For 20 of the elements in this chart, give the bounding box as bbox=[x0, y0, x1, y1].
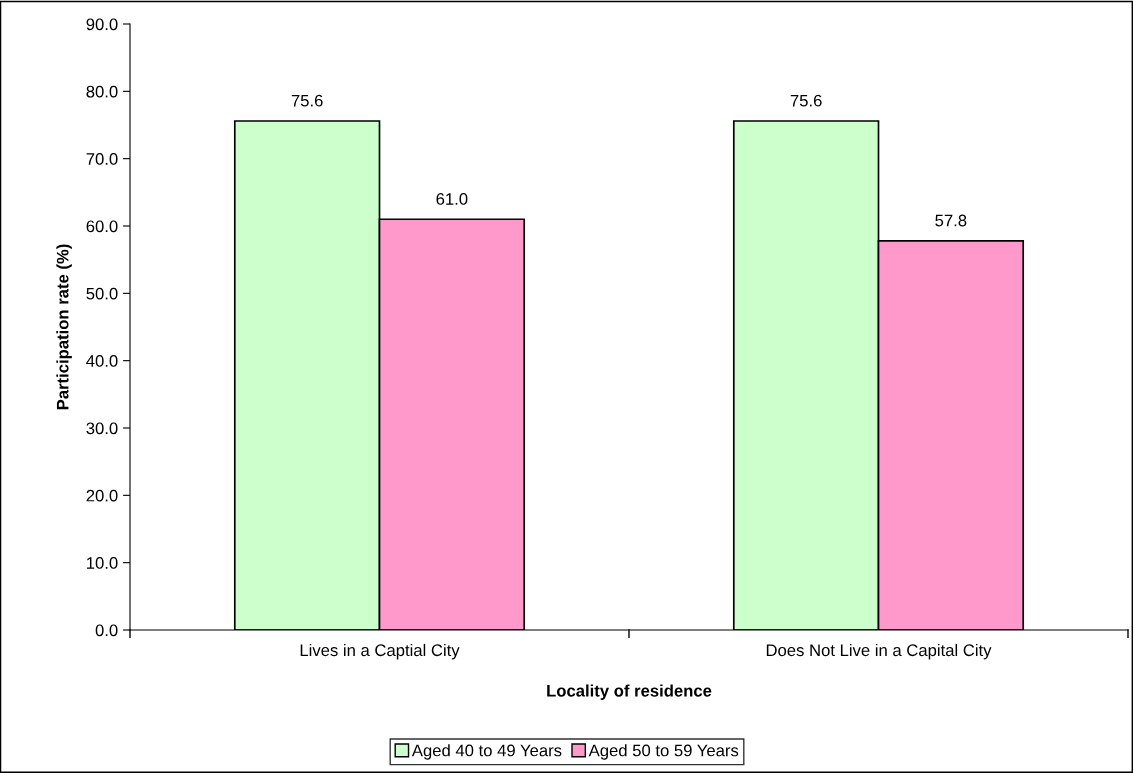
y-tick-label: 10.0 bbox=[87, 557, 118, 569]
x-axis-title: Locality of residence bbox=[547, 684, 712, 700]
data-label: 61.0 bbox=[436, 193, 468, 205]
data-label: 75.6 bbox=[790, 94, 822, 107]
y-tick-label: 90.0 bbox=[86, 18, 118, 31]
y-tick-label: 60.0 bbox=[86, 220, 118, 233]
data-label: 57.8 bbox=[935, 214, 967, 227]
y-tick-label: 40.0 bbox=[86, 355, 118, 367]
legend-label: Aged 40 to 49 Years bbox=[411, 744, 562, 760]
y-tick-label: 50.0 bbox=[86, 287, 118, 300]
y-tick-label: 0.0 bbox=[95, 624, 118, 637]
x-tick-label: Does Not Live in a Capital City bbox=[766, 643, 992, 660]
y-tick-label: 70.0 bbox=[86, 153, 118, 165]
y-tick-label: 80.0 bbox=[86, 85, 118, 98]
y-tick-label: 20.0 bbox=[86, 489, 118, 502]
legend-label: Aged 50 to 59 Years bbox=[588, 744, 739, 760]
x-tick-label: Lives in a Captial City bbox=[300, 643, 460, 660]
y-tick-label: 30.0 bbox=[86, 422, 118, 435]
data-label: 75.6 bbox=[291, 94, 323, 107]
y-axis-title: Participation rate (%) bbox=[56, 244, 72, 410]
